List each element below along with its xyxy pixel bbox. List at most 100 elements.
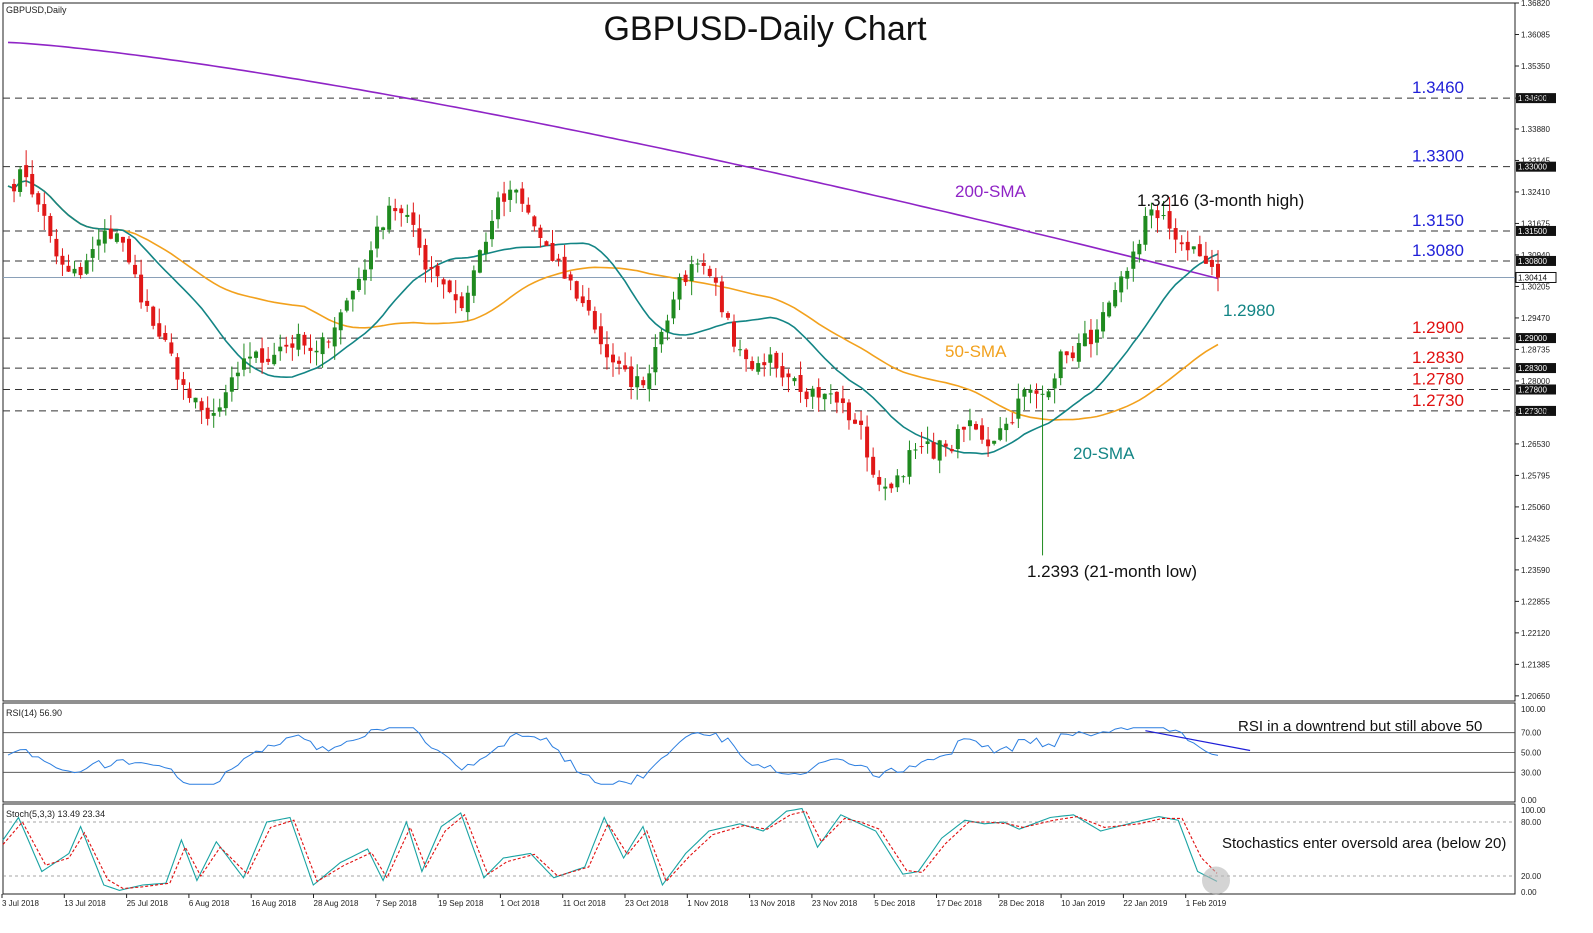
candle-body [1010, 422, 1015, 424]
candle-body [477, 250, 482, 273]
level-price-tag [1516, 384, 1556, 395]
candle-body [465, 292, 470, 313]
candle-body [865, 426, 870, 458]
candle-body [151, 306, 156, 326]
price-tick-label: 1.22120 [1521, 629, 1550, 638]
candle-body [774, 352, 779, 369]
candle-body [248, 356, 252, 359]
candle-body [338, 312, 343, 331]
stoch-annotation: Stochastics enter oversold area (below 2… [1222, 835, 1506, 852]
candle-body [72, 268, 77, 274]
candle-body [526, 204, 531, 213]
candle-body [332, 327, 337, 347]
candle-body [604, 344, 609, 358]
candle-body [925, 441, 930, 444]
price-tick-label: 1.32410 [1521, 188, 1550, 197]
price-tick-label: 1.33145 [1521, 156, 1550, 165]
price-tick-label: 1.23590 [1521, 566, 1550, 575]
candle-body [78, 266, 83, 276]
candle-body [653, 347, 658, 373]
candle-body [1058, 351, 1063, 379]
candle-body [550, 242, 555, 261]
candle-body [980, 425, 985, 440]
candle-body [102, 230, 107, 244]
candle-body [163, 332, 168, 340]
candle-body [1167, 211, 1172, 229]
candle-body [1179, 242, 1184, 245]
candle-body [405, 214, 410, 217]
level-price-tag-text: 1.27300 [1518, 407, 1547, 416]
candle-body [1046, 391, 1051, 398]
candle-body [840, 398, 845, 404]
level-label: 1.2900 [1412, 318, 1464, 337]
candle-body [223, 392, 228, 409]
candle-body [967, 420, 972, 427]
candle-body [24, 165, 29, 178]
candle-body [508, 189, 513, 200]
candle-body [54, 238, 59, 257]
candle-body [308, 347, 313, 351]
candle-body [205, 407, 210, 419]
candle-body [1125, 270, 1130, 279]
date-axis: 3 Jul 2018 13 Jul 2018 25 Jul 2018 6 Aug 20… [1, 894, 1227, 908]
candle-body [193, 397, 198, 403]
price-tick-label: 1.31675 [1521, 219, 1550, 228]
date-tick-label: 5 Dec 2018 [874, 899, 915, 908]
date-tick-label: 1 Nov 2018 [687, 899, 728, 908]
price-tick-label: 1.33880 [1521, 125, 1550, 134]
candle-body [859, 420, 864, 425]
candle-body [284, 344, 289, 347]
candle-body [1185, 241, 1190, 251]
rsi-trendline [1145, 730, 1251, 752]
rsi-tick-label: 100.00 [1521, 705, 1546, 714]
candle-body [738, 349, 743, 351]
sma200-line [7, 41, 1219, 280]
candle-body [744, 349, 749, 360]
candle-body [175, 357, 180, 380]
candle-body [1004, 423, 1009, 431]
candle-body [544, 241, 549, 246]
price-tick-label: 1.36085 [1521, 30, 1550, 39]
date-tick-label: 1 Feb 2019 [1186, 899, 1227, 908]
candle-body [768, 354, 773, 363]
candle-body [241, 358, 246, 370]
candle-body [895, 475, 900, 488]
candle-body [60, 255, 65, 265]
candle-body [502, 193, 507, 202]
candle-body [1143, 215, 1148, 245]
candle-body [326, 341, 331, 343]
candle-body [701, 262, 706, 266]
candle-body [786, 373, 791, 378]
symbol-label: GBPUSD,Daily [6, 5, 67, 15]
stoch-tick-label: 100.00 [1521, 806, 1546, 815]
candle-body [992, 440, 997, 444]
candle-body [272, 354, 277, 365]
candle-body [562, 256, 567, 279]
price-tick-label: 1.25795 [1521, 471, 1550, 480]
price-tick-label: 1.34600 [1521, 94, 1550, 103]
level-price-tag-text: 1.27800 [1518, 385, 1547, 394]
candle-body [883, 486, 888, 489]
stochastic-panel: 100.00 80.00 20.00 0.00 [2, 806, 1546, 897]
candle-body [459, 296, 464, 309]
candle-body [683, 274, 688, 283]
candle-body [810, 388, 815, 397]
candle-body [84, 260, 89, 274]
level-label: 1.2780 [1412, 369, 1464, 388]
candle-body [375, 226, 380, 249]
candle-body [1137, 243, 1142, 255]
candle-body [266, 358, 271, 362]
rsi-line [7, 727, 1219, 785]
candle-body [804, 391, 809, 400]
candle-body [66, 265, 71, 272]
candle-body [260, 348, 265, 363]
level-price-tag [1516, 93, 1556, 104]
current-price-tag-text: 1.30414 [1518, 273, 1547, 282]
sma20-line [7, 180, 1219, 455]
candle-body [423, 245, 428, 270]
candle-body [1070, 352, 1075, 359]
candle-body [362, 269, 367, 281]
candle-body [199, 401, 204, 411]
candle-body [998, 428, 1003, 440]
candle-body [344, 300, 349, 311]
